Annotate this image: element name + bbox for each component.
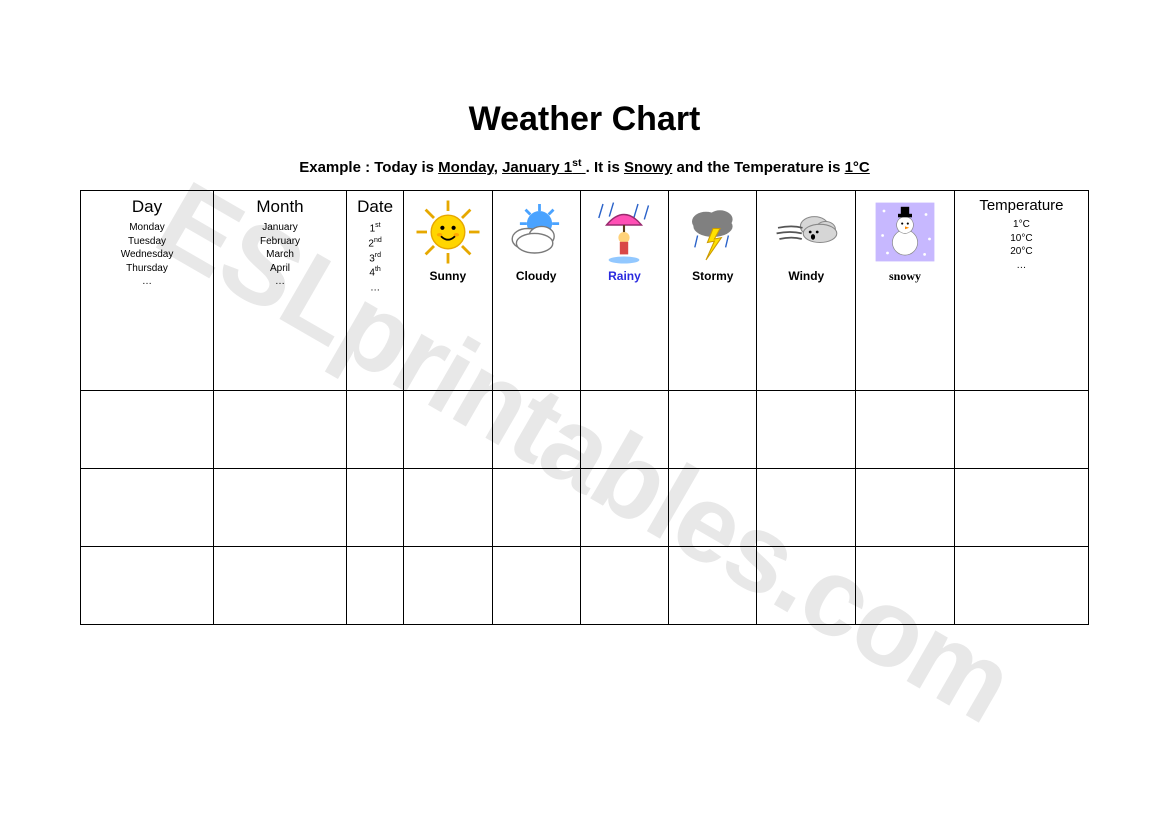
sunny-label: Sunny [430,269,467,283]
example-sentence: Example : Today is Monday, January 1st .… [80,157,1089,176]
col-windy: Windy [757,191,856,391]
page-title: Weather Chart [80,100,1089,139]
cell[interactable] [669,547,757,625]
col-day-items: Monday Tuesday Wednesday Thursday … [83,221,211,289]
cell[interactable] [492,469,580,547]
example-day: Monday, [438,159,498,176]
day-item: Thursday [83,262,211,276]
cell[interactable] [214,391,347,469]
cell[interactable] [347,469,404,547]
col-month: Month January February March April … [214,191,347,391]
day-item: Wednesday [83,248,211,262]
cell[interactable] [757,547,856,625]
cell[interactable] [954,391,1088,469]
day-item: Tuesday [83,235,211,249]
col-stormy: Stormy [669,191,757,391]
date-item: 1st [349,221,401,236]
example-month-text: January 1 [502,159,572,176]
cell[interactable] [757,391,856,469]
cell[interactable] [757,469,856,547]
col-snowy: snowy [856,191,955,391]
cell[interactable] [856,391,955,469]
cell[interactable] [856,547,955,625]
col-date-items: 1st 2nd 3rd 4th … [349,221,401,295]
stormy-icon [678,197,748,267]
sunny-icon [413,197,483,267]
example-prefix: Example : Today is [299,159,438,176]
cell[interactable] [954,469,1088,547]
snowy-icon [870,197,940,267]
header-row: Day Monday Tuesday Wednesday Thursday … … [81,191,1089,391]
date-item: 2nd [349,236,401,251]
cell[interactable] [214,547,347,625]
month-item: March [216,248,344,262]
cell[interactable] [404,469,492,547]
cell[interactable] [856,469,955,547]
example-month: January 1st [502,159,586,176]
blank-row [81,469,1089,547]
cell[interactable] [404,391,492,469]
month-item: … [216,275,344,289]
col-temperature-title: Temperature [957,197,1086,214]
cell[interactable] [669,391,757,469]
cell[interactable] [404,547,492,625]
col-day-title: Day [83,197,211,217]
example-temperature: 1°C [845,159,870,176]
month-item: April [216,262,344,276]
cell[interactable] [347,391,404,469]
col-sunny: Sunny [404,191,492,391]
col-month-title: Month [216,197,344,217]
temp-item: 10°C [957,232,1086,246]
day-item: Monday [83,221,211,235]
day-item: … [83,275,211,289]
col-temperature-items: 1°C 10°C 20°C … [957,218,1086,272]
windy-label: Windy [788,269,824,283]
windy-icon [771,197,841,267]
rainy-icon [589,197,659,267]
cell[interactable] [954,547,1088,625]
blank-row [81,391,1089,469]
weather-table: Day Monday Tuesday Wednesday Thursday … … [80,190,1089,625]
cell[interactable] [214,469,347,547]
date-item: 4th [349,265,401,280]
example-mid2: and the Temperature is [676,159,844,176]
month-item: January [216,221,344,235]
cell[interactable] [492,547,580,625]
cell[interactable] [492,391,580,469]
example-condition: Snowy [624,159,672,176]
date-item: … [349,280,401,295]
col-date-title: Date [349,197,401,217]
col-temperature: Temperature 1°C 10°C 20°C … [954,191,1088,391]
col-rainy: Rainy [580,191,668,391]
cell[interactable] [347,547,404,625]
col-month-items: January February March April … [216,221,344,289]
cell[interactable] [580,391,668,469]
temp-item: 1°C [957,218,1086,232]
month-item: February [216,235,344,249]
cell[interactable] [81,547,214,625]
example-month-ord: st [572,157,581,169]
cell[interactable] [580,469,668,547]
snowy-label: snowy [889,269,921,284]
cell[interactable] [81,469,214,547]
example-mid1: . It is [586,159,624,176]
cloudy-label: Cloudy [516,269,557,283]
worksheet-page: Weather Chart Example : Today is Monday,… [0,0,1169,625]
col-date: Date 1st 2nd 3rd 4th … [347,191,404,391]
temp-item: 20°C [957,245,1086,259]
col-cloudy: Cloudy [492,191,580,391]
cloudy-icon [501,197,571,267]
cell[interactable] [81,391,214,469]
cell[interactable] [580,547,668,625]
cell[interactable] [669,469,757,547]
temp-item: … [957,259,1086,273]
col-day: Day Monday Tuesday Wednesday Thursday … [81,191,214,391]
stormy-label: Stormy [692,269,733,283]
rainy-label: Rainy [608,269,641,283]
blank-row [81,547,1089,625]
date-item: 3rd [349,251,401,266]
